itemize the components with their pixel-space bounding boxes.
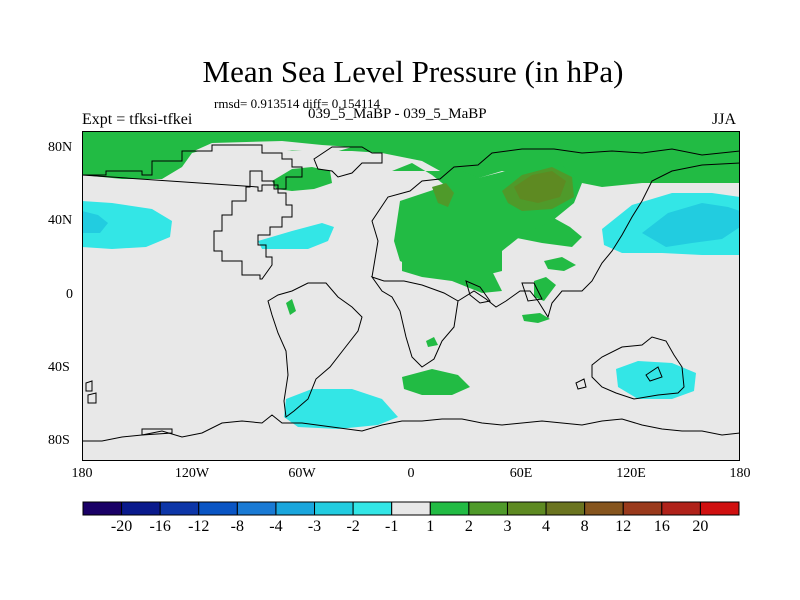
north-africa-positive-region bbox=[402, 251, 502, 293]
colorbar-label: -3 bbox=[307, 518, 322, 535]
colorbar-cell bbox=[275, 501, 316, 516]
colorbar-cell bbox=[236, 501, 277, 516]
colorbar-label: -8 bbox=[230, 518, 245, 535]
colorbar-label: -16 bbox=[149, 518, 171, 535]
stats-text: rmsd= 0.913514 diff= 0.154114 bbox=[214, 96, 380, 111]
lat-label-40s: 40S bbox=[48, 360, 70, 375]
colorbar-label: 20 bbox=[692, 518, 709, 535]
southern-ocean-positive-region bbox=[402, 369, 470, 395]
colorbar-label: -12 bbox=[188, 518, 210, 535]
colorbar-label: -20 bbox=[110, 518, 133, 535]
lon-label-180w: 180 bbox=[71, 466, 93, 481]
experiment-label: Expt = tfksi-tfkei bbox=[82, 111, 193, 128]
colorbar-label: 12 bbox=[615, 518, 632, 535]
colorbar-cell bbox=[584, 501, 624, 516]
colorbar-cell bbox=[352, 501, 393, 516]
north-pacific-east-core bbox=[642, 203, 740, 247]
colorbar-cell bbox=[661, 501, 701, 516]
north-atlantic-neutral bbox=[194, 141, 352, 153]
run-label: 039_5_MaBP - 039_5_MaBP bbox=[308, 106, 487, 122]
colorbar-cell bbox=[468, 501, 508, 516]
colorbar-label: -4 bbox=[269, 518, 283, 535]
colorbar-label: 1 bbox=[426, 518, 435, 535]
map-title: Mean Sea Level Pressure (in hPa) bbox=[202, 54, 624, 89]
colorbar-cell bbox=[506, 501, 547, 516]
lon-label-180e: 180 bbox=[729, 466, 751, 481]
colorbar-label: 4 bbox=[542, 518, 551, 535]
north-pacific-west-low bbox=[82, 201, 172, 249]
north-atlantic-low bbox=[258, 223, 334, 249]
lat-label-80n: 80N bbox=[48, 140, 73, 155]
coastlines bbox=[82, 144, 740, 442]
pressure-map bbox=[82, 131, 740, 461]
colorbar-label: 3 bbox=[503, 518, 512, 535]
colorbar-cell bbox=[159, 501, 200, 516]
lon-label-120w: 120W bbox=[174, 466, 210, 481]
map-frame bbox=[82, 131, 740, 461]
equatorial-pacific-positive-region bbox=[286, 299, 296, 315]
colorbar-cell bbox=[699, 501, 740, 516]
colorbar-label: 2 bbox=[464, 518, 473, 535]
colorbar-cell bbox=[121, 501, 161, 516]
lon-label-0: 0 bbox=[407, 466, 415, 481]
lat-label-40n: 40N bbox=[48, 213, 73, 228]
map-background bbox=[82, 131, 740, 461]
lat-label-eq: 0 bbox=[66, 287, 73, 302]
colorbar-cell bbox=[314, 501, 354, 516]
colorbar-cell bbox=[545, 501, 586, 516]
south-pacific-low bbox=[616, 361, 696, 399]
colorbar-cell bbox=[429, 501, 470, 516]
colorbar-label: -1 bbox=[385, 518, 399, 535]
north-atlantic-positive-region bbox=[272, 167, 332, 191]
colorbar-cell bbox=[391, 501, 431, 516]
colorbar-label: -2 bbox=[346, 518, 360, 535]
south-atlantic-low bbox=[284, 389, 398, 429]
siberia-core-region bbox=[514, 171, 566, 203]
europe-moderate-region bbox=[432, 183, 454, 207]
colorbar bbox=[82, 501, 740, 516]
colorbar-label: 8 bbox=[580, 518, 589, 535]
colorbar-label: 16 bbox=[653, 518, 670, 535]
north-pacific-west-core bbox=[82, 211, 108, 233]
lon-label-60e: 60E bbox=[509, 466, 533, 481]
lon-label-60w: 60W bbox=[288, 466, 316, 481]
south-atlantic-positive-region bbox=[426, 337, 438, 347]
colorbar-cell bbox=[198, 501, 238, 516]
colorbar-cell bbox=[82, 501, 123, 516]
season-label: JJA bbox=[712, 111, 737, 128]
india-positive-region bbox=[544, 257, 576, 271]
lon-label-120e: 120E bbox=[616, 466, 646, 481]
colorbar-cell bbox=[622, 501, 663, 516]
indian-ocean-positive-region bbox=[522, 313, 550, 323]
lat-label-80s: 80S bbox=[48, 433, 70, 448]
